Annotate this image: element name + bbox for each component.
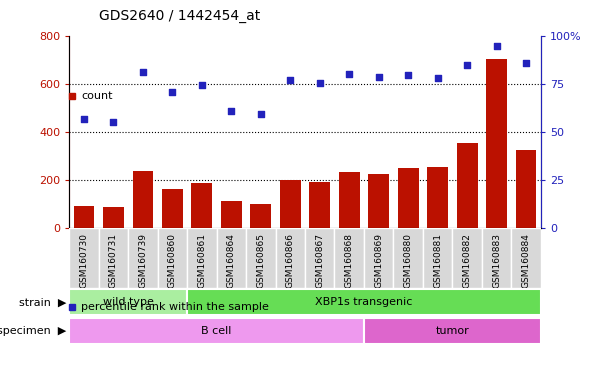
Bar <box>192 184 212 228</box>
Bar <box>275 228 305 288</box>
Bar <box>221 201 242 228</box>
Bar <box>132 171 153 228</box>
Text: count: count <box>81 91 112 101</box>
Bar <box>368 174 389 228</box>
Bar <box>482 228 511 288</box>
Text: wild type: wild type <box>103 297 153 308</box>
Bar <box>453 228 482 288</box>
Bar <box>69 290 187 315</box>
Text: GSM160868: GSM160868 <box>345 233 354 288</box>
Bar <box>187 290 541 315</box>
Text: GSM160865: GSM160865 <box>256 233 265 288</box>
Point <box>521 60 531 66</box>
Bar <box>305 228 335 288</box>
Point <box>197 82 207 88</box>
Bar <box>339 172 359 228</box>
Bar <box>162 189 183 228</box>
Bar <box>310 182 330 228</box>
Point <box>256 111 266 118</box>
Bar <box>157 228 187 288</box>
Text: GSM160880: GSM160880 <box>404 233 413 288</box>
Text: GDS2640 / 1442454_at: GDS2640 / 1442454_at <box>99 9 260 23</box>
Text: B cell: B cell <box>201 326 232 336</box>
Text: GSM160739: GSM160739 <box>138 233 147 288</box>
Bar <box>251 204 271 228</box>
Point <box>374 74 383 80</box>
Point <box>138 70 148 76</box>
Bar <box>216 228 246 288</box>
Text: specimen  ▶: specimen ▶ <box>0 326 66 336</box>
Bar <box>427 167 448 228</box>
Text: tumor: tumor <box>436 326 469 336</box>
Point <box>403 72 413 78</box>
Point <box>285 77 295 83</box>
Text: GSM160866: GSM160866 <box>285 233 294 288</box>
Text: GSM160882: GSM160882 <box>463 233 472 288</box>
Bar <box>335 228 364 288</box>
Bar <box>69 318 364 344</box>
Text: GSM160884: GSM160884 <box>522 233 531 288</box>
Bar <box>69 228 99 288</box>
Text: GSM160867: GSM160867 <box>316 233 325 288</box>
Bar <box>128 228 157 288</box>
Bar <box>246 228 275 288</box>
Bar <box>516 151 537 228</box>
Text: percentile rank within the sample: percentile rank within the sample <box>81 302 269 312</box>
Text: GSM160869: GSM160869 <box>374 233 383 288</box>
Bar <box>423 228 453 288</box>
Bar <box>103 207 124 228</box>
Text: GSM160881: GSM160881 <box>433 233 442 288</box>
Point <box>492 43 501 49</box>
Point <box>79 116 89 122</box>
Text: GSM160861: GSM160861 <box>197 233 206 288</box>
Point <box>168 89 177 95</box>
Text: XBP1s transgenic: XBP1s transgenic <box>316 297 413 308</box>
Point <box>227 108 236 114</box>
Text: strain  ▶: strain ▶ <box>19 297 66 308</box>
Bar <box>511 228 541 288</box>
Bar <box>99 228 128 288</box>
Text: GSM160860: GSM160860 <box>168 233 177 288</box>
Text: GSM160864: GSM160864 <box>227 233 236 288</box>
Point <box>433 74 442 81</box>
Bar <box>394 228 423 288</box>
Point <box>344 71 354 77</box>
Bar <box>73 206 94 228</box>
Text: GSM160883: GSM160883 <box>492 233 501 288</box>
Point <box>315 80 325 86</box>
Bar <box>364 228 394 288</box>
Bar <box>187 228 216 288</box>
Bar <box>398 169 418 228</box>
Bar <box>486 59 507 228</box>
Point <box>462 62 472 68</box>
Text: GSM160731: GSM160731 <box>109 233 118 288</box>
Bar <box>457 142 478 228</box>
Text: GSM160730: GSM160730 <box>79 233 88 288</box>
Bar <box>280 180 300 228</box>
Point <box>109 119 118 125</box>
Bar <box>364 318 541 344</box>
